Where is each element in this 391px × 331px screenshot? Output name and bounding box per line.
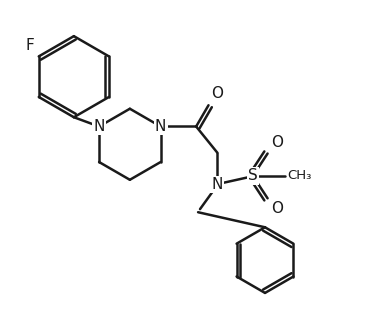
Text: O: O	[271, 201, 283, 216]
Text: O: O	[271, 135, 283, 151]
Text: N: N	[155, 119, 166, 134]
Text: S: S	[248, 168, 258, 183]
Text: N: N	[93, 119, 105, 134]
Text: CH₃: CH₃	[288, 169, 312, 182]
Text: F: F	[25, 37, 34, 53]
Text: O: O	[212, 86, 224, 101]
Text: N: N	[212, 177, 223, 192]
